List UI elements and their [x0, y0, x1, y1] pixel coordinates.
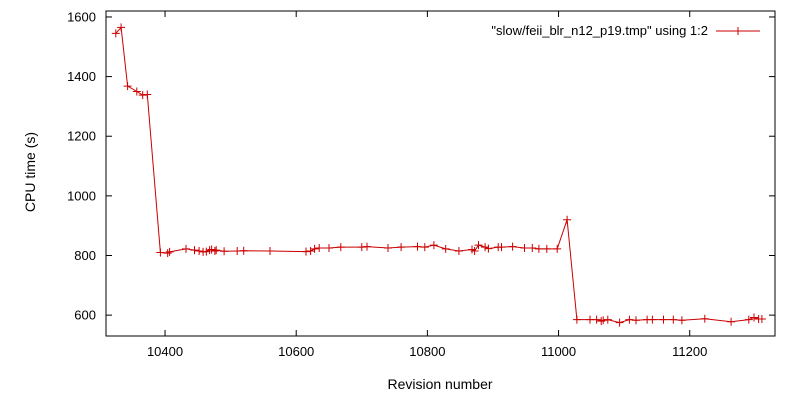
data-point	[669, 315, 678, 324]
y-tick-label: 600	[74, 308, 96, 323]
data-point	[481, 243, 490, 252]
data-point	[597, 317, 606, 326]
y-tick-label: 1000	[67, 188, 96, 203]
data-point	[744, 315, 753, 324]
data-point	[111, 29, 120, 38]
data-point	[615, 318, 624, 327]
data-point	[143, 90, 152, 99]
data-point	[207, 245, 216, 254]
plot-frame	[105, 10, 776, 337]
data-point	[165, 247, 174, 256]
data-point	[397, 243, 406, 252]
y-tick-label: 1400	[67, 69, 96, 84]
data-point	[190, 246, 199, 255]
x-axis-title: Revision number	[387, 376, 492, 392]
data-point	[325, 244, 333, 252]
data-point	[470, 247, 479, 255]
series-markers	[111, 23, 766, 327]
data-point	[363, 242, 371, 251]
data-point	[520, 244, 529, 252]
data-point	[138, 91, 147, 100]
data-point	[315, 244, 324, 252]
data-point	[336, 243, 345, 252]
data-point	[757, 315, 766, 323]
data-point	[306, 247, 315, 255]
data-point	[132, 87, 141, 96]
data-point	[302, 247, 310, 256]
data-point	[310, 244, 319, 253]
data-point	[528, 244, 537, 252]
data-point	[592, 315, 601, 324]
x-tick-label: 11000	[541, 344, 576, 359]
y-axis-title: CPU time (s)	[22, 132, 38, 212]
data-point	[727, 317, 736, 326]
data-point	[195, 247, 204, 255]
data-point	[220, 247, 229, 256]
legend-label: "slow/feii_blr_n12_p19.tmp" using 1:2	[491, 23, 708, 38]
data-point	[163, 249, 172, 258]
data-point	[182, 244, 190, 253]
data-point	[700, 314, 709, 323]
data-point	[497, 243, 506, 252]
data-point	[750, 313, 758, 322]
data-point	[429, 241, 438, 250]
data-point	[603, 315, 612, 324]
legend-marker-sample	[734, 27, 742, 35]
data-point	[420, 243, 429, 252]
axis-tick-labels: 10400 10600 10800 11000 11200 600 800 1000 1200 1…	[67, 9, 707, 359]
data-point	[677, 316, 686, 325]
data-point	[563, 215, 572, 224]
data-point	[474, 241, 483, 250]
data-point	[384, 244, 392, 252]
data-point	[123, 82, 132, 91]
x-tick-label: 11200	[672, 344, 707, 359]
data-point	[542, 244, 551, 253]
x-tick-label: 10400	[147, 344, 183, 359]
data-point	[212, 246, 221, 255]
data-point	[454, 247, 463, 255]
data-point	[239, 246, 248, 255]
y-tick-label: 1600	[67, 9, 96, 24]
x-tick-label: 10800	[409, 344, 445, 359]
data-point	[534, 244, 543, 253]
legend: "slow/feii_blr_n12_p19.tmp" using 1:2	[491, 23, 760, 38]
data-point	[441, 244, 450, 253]
data-point	[659, 315, 668, 324]
data-point	[553, 244, 562, 253]
data-point	[156, 248, 165, 257]
x-tick-label: 10600	[278, 344, 314, 359]
data-point	[266, 247, 274, 255]
y-tick-label: 1200	[67, 129, 96, 144]
data-point	[599, 316, 608, 325]
series-line	[115, 26, 762, 324]
data-point	[117, 23, 126, 32]
data-point	[413, 242, 422, 251]
data-point	[572, 315, 581, 324]
axis-ticks	[106, 11, 775, 336]
data-point	[632, 316, 640, 325]
data-point	[648, 315, 657, 324]
data-point	[202, 247, 211, 256]
data-point	[625, 315, 634, 324]
y-tick-label: 800	[74, 248, 96, 263]
data-point	[508, 242, 517, 251]
data-point	[210, 247, 219, 255]
data-point	[484, 244, 493, 253]
